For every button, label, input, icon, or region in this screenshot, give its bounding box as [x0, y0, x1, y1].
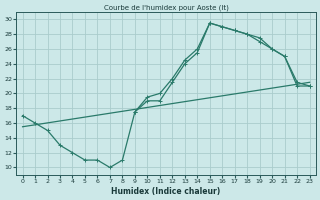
X-axis label: Humidex (Indice chaleur): Humidex (Indice chaleur) [111, 187, 221, 196]
Title: Courbe de l'humidex pour Aoste (It): Courbe de l'humidex pour Aoste (It) [104, 4, 228, 11]
